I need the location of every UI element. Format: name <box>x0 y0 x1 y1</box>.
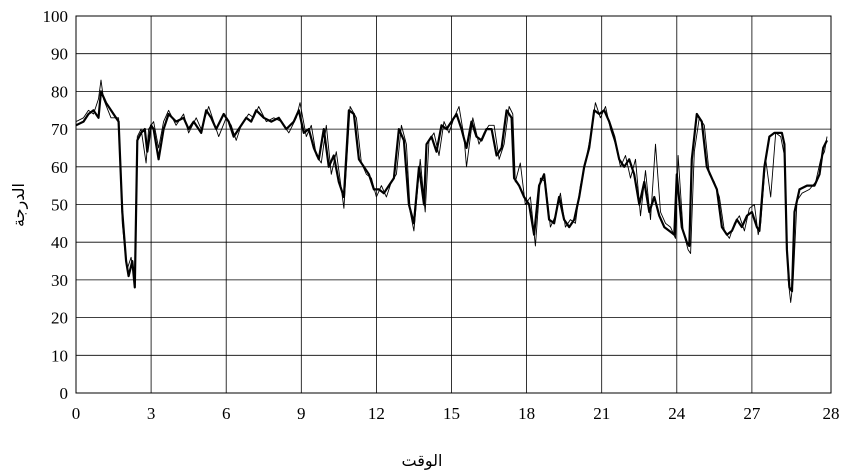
x-tick-label: 18 <box>518 404 535 423</box>
x-tick-label: 0 <box>72 404 81 423</box>
x-tick-labels: 0 3 6 9 12 15 18 21 24 27 28 <box>72 404 840 423</box>
x-tick-label: 12 <box>368 404 385 423</box>
y-tick-label: 50 <box>51 196 68 215</box>
x-tick-label: 28 <box>823 404 840 423</box>
x-tick-label: 24 <box>668 404 686 423</box>
plot-frame <box>75 15 832 394</box>
y-tick-label: 0 <box>60 384 69 403</box>
x-tick-label: 15 <box>443 404 460 423</box>
y-tick-label: 30 <box>51 271 68 290</box>
x-tick-label: 3 <box>147 404 156 423</box>
y-tick-label: 100 <box>43 7 69 26</box>
y-tick-label: 90 <box>51 45 68 64</box>
series-line-thick <box>75 90 828 293</box>
y-tick-labels: 0 10 20 30 40 50 60 70 80 90 100 <box>43 7 69 403</box>
series-group <box>75 79 828 303</box>
x-tick-label: 21 <box>593 404 610 423</box>
y-tick-label: 70 <box>51 120 68 139</box>
grid-lines <box>76 16 831 393</box>
x-tick-label: 27 <box>743 404 761 423</box>
y-tick-label: 80 <box>51 82 68 101</box>
x-tick-label: 6 <box>222 404 231 423</box>
y-tick-label: 10 <box>51 346 68 365</box>
y-tick-label: 40 <box>51 233 68 252</box>
y-tick-label: 20 <box>51 309 68 328</box>
x-axis-title: الوقت <box>402 451 443 471</box>
y-tick-label: 60 <box>51 158 68 177</box>
y-axis-title: الدرجة <box>9 183 29 227</box>
x-tick-label: 9 <box>297 404 306 423</box>
